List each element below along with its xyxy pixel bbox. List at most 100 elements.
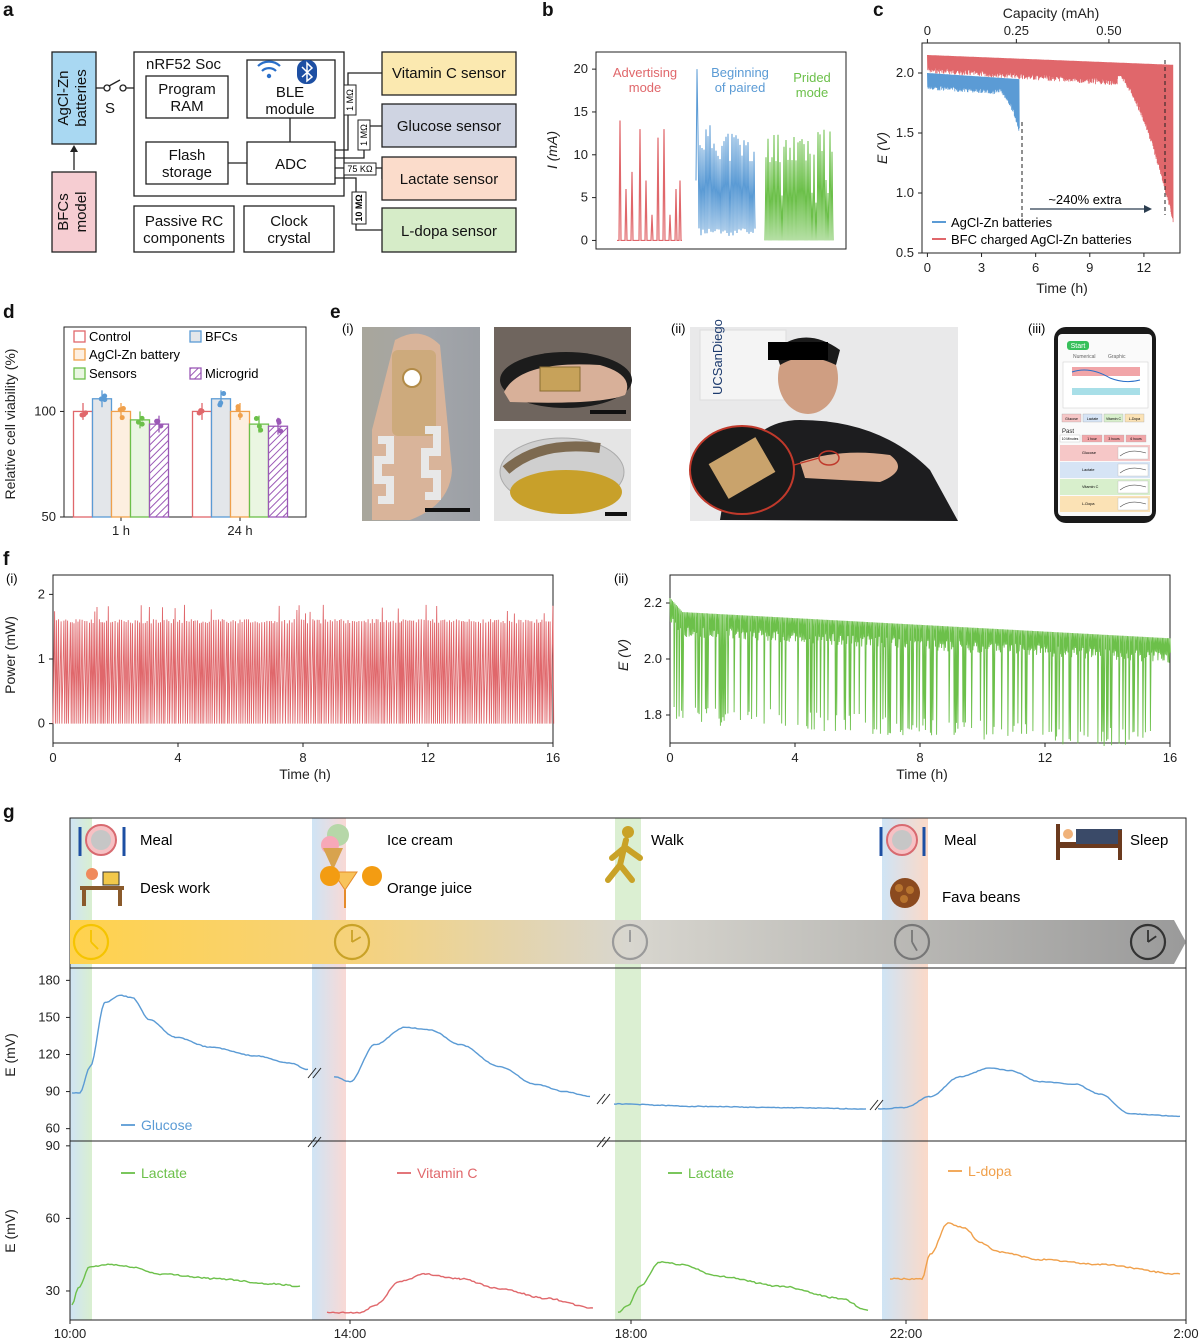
- b-ytick: 0: [581, 232, 588, 247]
- f-ytick: 1.8: [644, 707, 662, 722]
- resistor-3: 75 KΩ: [347, 164, 373, 174]
- c-ytick: 1.5: [896, 125, 914, 140]
- sensor-label-vitc: Vitamin C sensor: [392, 65, 506, 82]
- g-xtick: 14:00: [334, 1326, 367, 1340]
- svg-text:Program: Program: [158, 81, 216, 98]
- c-top-xtick: 0: [924, 23, 931, 38]
- phone-row-label: Glucose: [1082, 451, 1096, 455]
- d-point: [221, 391, 227, 397]
- d-bar: [191, 410, 213, 518]
- d-legend-label: Sensors: [89, 366, 137, 381]
- d-bar: [248, 423, 270, 518]
- panel-f-ii-chart: (ii) E (V) Time (h) 0 4 8 12 16 1.8 2.0 2.2: [614, 571, 1177, 782]
- b-ytick: 5: [581, 190, 588, 205]
- d-point: [218, 400, 224, 406]
- f-xtick: 12: [1038, 750, 1052, 765]
- g-lower-ylabel: E (mV): [2, 1209, 18, 1253]
- ucsd-banner: UCSanDiego: [710, 319, 725, 395]
- svg-text:model: model: [73, 192, 90, 233]
- panel-c-xlabel: Time (h): [1036, 280, 1088, 296]
- svg-text:crystal: crystal: [267, 230, 310, 247]
- battery-label-2: batteries: [73, 69, 90, 127]
- phone-range: 3 hours: [1108, 437, 1120, 441]
- timeline-arrow: [70, 920, 1186, 964]
- panel-c-annotation: ~240% extra: [1048, 192, 1122, 207]
- switch-label: S: [105, 100, 115, 117]
- panel-e-photos: (i) (ii) (iii): [342, 319, 1156, 523]
- d-ytick: 100: [34, 403, 56, 418]
- f-sub-i: (i): [6, 571, 18, 586]
- c-trace-bfc: [927, 54, 1174, 223]
- g-xtick: 2:00: [1173, 1326, 1198, 1340]
- g-legend-glucose: Glucose: [141, 1117, 193, 1133]
- d-legend-label: AgCl-Zn battery: [89, 347, 181, 362]
- phone-row-label: Lactate: [1082, 468, 1094, 472]
- d-bar: [210, 398, 232, 518]
- event-orange-juice: Orange juice: [387, 880, 472, 897]
- event-fava-beans: Fava beans: [942, 889, 1020, 906]
- c-xtick: 3: [978, 260, 985, 275]
- photo-cup: [494, 429, 631, 521]
- panel-f-i-ylabel: Power (mW): [2, 616, 18, 694]
- b-trace-prided: [764, 129, 834, 241]
- b-ytick: 15: [574, 104, 588, 119]
- d-xtick: 1 h: [112, 523, 130, 538]
- photo-finger-patch: [362, 327, 480, 521]
- battery-label-1: AgCl-Zn: [55, 70, 72, 125]
- panel-c-top-xlabel: Capacity (mAh): [1003, 5, 1099, 21]
- clock-icon: [611, 923, 649, 961]
- ldopa-sensor-block: [381, 207, 517, 253]
- f-trace: [669, 597, 1171, 747]
- d-point: [158, 423, 164, 429]
- g-ytick-upper: 150: [38, 1009, 60, 1024]
- orange-juice-icon: [320, 866, 382, 908]
- g-legend-vitamin-c: Vitamin C: [417, 1165, 477, 1181]
- d-point: [119, 415, 125, 421]
- phone-chip: Glucose: [1065, 417, 1078, 421]
- b-legend-paired-2: of paired: [715, 80, 766, 95]
- g-ytick-upper: 60: [46, 1121, 60, 1136]
- f-xtick: 12: [421, 750, 435, 765]
- soc-label: nRF52 Soc: [146, 56, 222, 73]
- g-trace-glucose-4: [877, 1067, 1181, 1118]
- svg-text:module: module: [265, 101, 314, 118]
- phone-range: 6 hours: [1130, 437, 1142, 441]
- f-xtick: 0: [666, 750, 673, 765]
- d-point: [81, 412, 87, 418]
- g-ytick-upper: 120: [38, 1047, 60, 1062]
- panel-c-ylabel: E (V): [874, 132, 890, 164]
- c-xtick: 6: [1032, 260, 1039, 275]
- svg-text:BLE: BLE: [276, 84, 304, 101]
- g-trace-ldopa: [889, 1222, 1181, 1281]
- d-bar: [267, 425, 289, 518]
- g-trace-glucose-3: [613, 1102, 867, 1110]
- d-point: [120, 406, 126, 412]
- panel-f-i-xlabel: Time (h): [279, 766, 331, 782]
- panel-f-ii-ylabel: E (V): [615, 639, 631, 671]
- resistor-2: 1 MΩ: [359, 124, 369, 146]
- phone-tab-numerical: Numerical: [1073, 354, 1096, 360]
- phone-chip: L-Dopa: [1129, 417, 1141, 421]
- sensor-label-glucose: Glucose sensor: [397, 118, 501, 135]
- photo-device-closeup: [494, 327, 632, 421]
- band-walk: [615, 818, 641, 1320]
- d-point: [278, 428, 284, 434]
- fava-beans-icon: [890, 878, 920, 908]
- phone-range: 10 Minutes: [1062, 437, 1079, 441]
- f-xtick: 4: [791, 750, 798, 765]
- d-bar: [72, 410, 94, 518]
- resistor-1: 1 MΩ: [345, 89, 355, 111]
- walk-icon: [605, 826, 643, 883]
- meal-icon: [78, 824, 126, 856]
- d-legend-label: Microgrid: [205, 366, 258, 381]
- svg-text:RAM: RAM: [170, 98, 203, 115]
- bluetooth-icon: [297, 60, 317, 84]
- g-trace-lactate-2: [617, 1260, 869, 1313]
- b-legend-prided-1: Prided: [793, 70, 831, 85]
- glucose-sensor-block: [381, 103, 517, 148]
- c-top-xtick: 0.50: [1096, 23, 1121, 38]
- panel-b-chart: I (mA) 0 5 10 15 20 Advertising mode Beginni…: [544, 51, 847, 250]
- e-sub-ii: (ii): [671, 321, 685, 336]
- phone-app-mockup: Start Numerical Graphic Glucose Lactate Vi…: [1054, 327, 1156, 523]
